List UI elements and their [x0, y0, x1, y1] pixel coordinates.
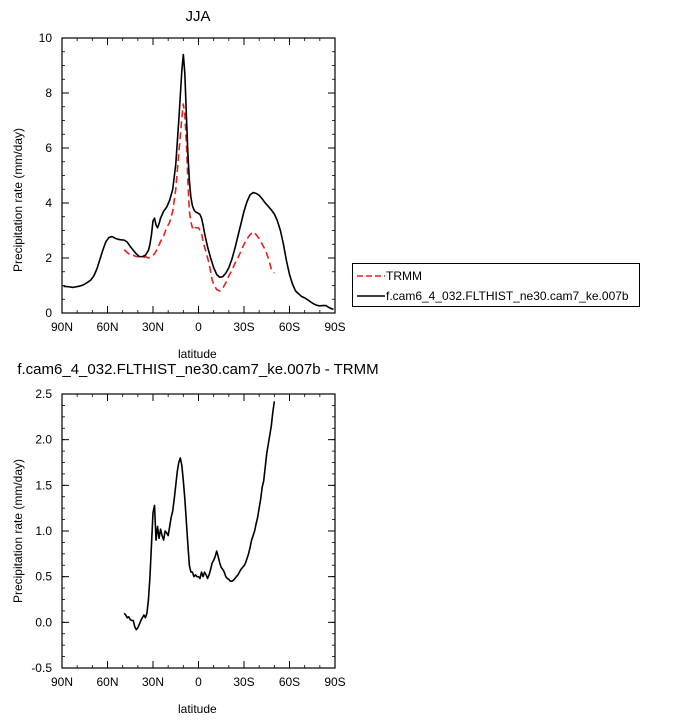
chart-1-y-tick-label: 4	[45, 196, 52, 210]
chart-1-y-tick-label: 2	[45, 251, 52, 265]
chart-1-x-tick-label: 90S	[324, 320, 345, 334]
chart-1-series-line-0	[123, 103, 275, 292]
legend-item-trmm: TRMM	[353, 266, 639, 286]
chart-1-x-tick-label: 60S	[279, 320, 300, 334]
chart-1-series-line-1	[63, 53, 334, 310]
chart-2-x-axis-label: latitude	[178, 702, 217, 716]
chart-1-legend: TRMM f.cam6_4_032.FLTHIST_ne30.cam7_ke.0…	[352, 263, 640, 307]
chart-1-y-tick-label: 10	[39, 31, 53, 45]
chart-1-y-tick-label: 8	[45, 86, 52, 100]
chart-1-title: JJA	[185, 8, 211, 25]
chart-1-x-tick-label: 60N	[96, 320, 118, 334]
chart-1-x-tick-label: 0	[195, 320, 202, 334]
chart-1-x-axis-label: latitude	[178, 347, 217, 361]
chart-1-y-tick-label: 0	[45, 306, 52, 320]
chart-2-title: f.cam6_4_032.FLTHIST_ne30.cam7_ke.007b -…	[17, 361, 379, 378]
chart-1-y-tick-label: 6	[45, 141, 52, 155]
chart-1-x-tick-label: 90N	[51, 320, 73, 334]
chart-1-x-tick-label: 30N	[142, 320, 164, 334]
chart-1-x-tick-label: 30S	[233, 320, 254, 334]
legend-swatch-solid-black	[357, 295, 385, 297]
chart-1-frame	[61, 37, 336, 314]
legend-item-model: f.cam6_4_032.FLTHIST_ne30.cam7_ke.007b	[353, 286, 639, 306]
legend-swatch-dashed-red	[357, 275, 385, 277]
legend-label-model: f.cam6_4_032.FLTHIST_ne30.cam7_ke.007b	[386, 289, 629, 303]
legend-label-trmm: TRMM	[386, 269, 422, 283]
